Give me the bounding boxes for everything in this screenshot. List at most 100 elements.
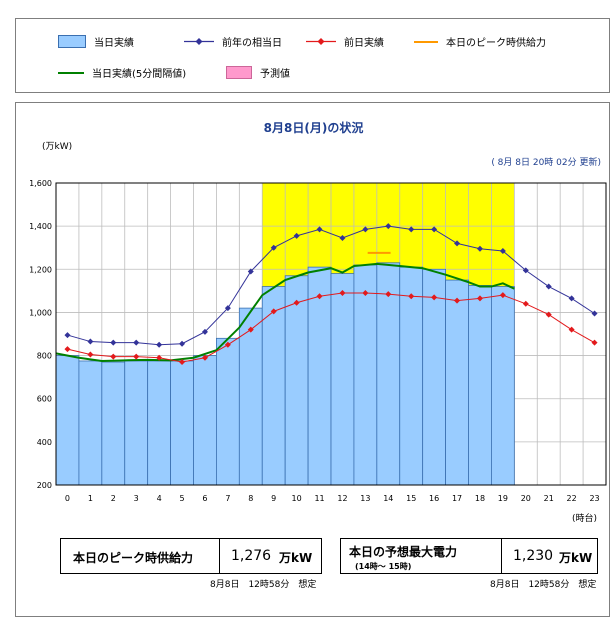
peak-info-note: 8月8日 12時58分 想定 [490, 580, 597, 590]
legend-actual: 当日実績 [58, 34, 134, 49]
x-tick-label: 8 [248, 494, 253, 503]
bar-actual [445, 279, 469, 486]
peak-info-box: 本日の予想最大電力 (14時～ 15時) 1,230 万kW [340, 538, 598, 574]
y-tick-label: 400 [37, 438, 52, 447]
supply-info-note: 8月8日 12時58分 想定 [210, 580, 317, 590]
x-tick-label: 1 [88, 494, 93, 503]
point-last-year [179, 340, 186, 347]
legend-supply: 本日のピーク時供給力 [414, 34, 546, 49]
x-axis-unit: (時台) [571, 514, 597, 524]
x-tick-label: 5 [179, 494, 184, 503]
legend-yesterday-swatch [306, 38, 336, 45]
point-last-year [499, 247, 506, 254]
peak-info-value: 1,230 [513, 548, 554, 564]
legend-supply-label: 本日のピーク時供給力 [446, 38, 546, 49]
x-tick-label: 17 [452, 494, 462, 503]
y-tick-label: 1,600 [29, 179, 52, 188]
bar-actual [330, 273, 355, 486]
x-tick-label: 10 [292, 494, 302, 503]
bar-actual [353, 264, 378, 486]
x-tick-label: 12 [337, 494, 347, 503]
bar-actual [78, 360, 103, 486]
x-tick-label: 16 [429, 494, 439, 503]
bar-actual [468, 285, 492, 486]
x-tick-label: 0 [65, 494, 70, 503]
point-last-year [316, 226, 323, 233]
legend-last-year-swatch [184, 38, 214, 45]
point-last-year [431, 226, 438, 233]
point-last-year [224, 305, 231, 312]
point-yesterday [87, 351, 94, 358]
supply-info-unit: 万kW [279, 551, 313, 565]
y-tick-label: 200 [37, 481, 52, 490]
legend-actual-swatch [58, 35, 86, 48]
x-tick-label: 11 [314, 494, 324, 503]
point-yesterday [224, 341, 231, 348]
x-tick-label: 6 [202, 494, 207, 503]
x-tick-label: 9 [271, 494, 276, 503]
x-tick-label: 20 [521, 494, 531, 503]
point-last-year [454, 240, 461, 247]
y-axis-unit: (万kW) [42, 142, 73, 152]
chart-title: 8月8日(月)の状況 [263, 121, 364, 135]
point-last-year [64, 332, 71, 339]
bar-actual [170, 360, 194, 486]
point-last-year [293, 232, 300, 239]
bar-actual [399, 266, 424, 486]
point-last-year [270, 244, 277, 251]
point-last-year [545, 283, 552, 290]
y-tick-label: 1,000 [29, 308, 52, 317]
x-tick-label: 4 [157, 494, 162, 503]
y-tick-label: 600 [37, 395, 52, 404]
x-tick-label: 14 [383, 494, 393, 503]
x-tick-label: 19 [498, 494, 508, 503]
legend-actual-label: 当日実績 [94, 38, 134, 49]
line-yesterday [67, 292, 595, 363]
x-tick-label: 15 [406, 494, 416, 503]
point-last-year [568, 295, 575, 302]
legend-yesterday-label: 前日実績 [344, 38, 384, 49]
y-tick-label: 1,400 [29, 222, 52, 231]
point-last-year [156, 341, 163, 348]
point-yesterday [156, 354, 163, 361]
bar-actual [193, 355, 217, 486]
peak-info-sub: (14時～ 15時) [355, 562, 412, 571]
legend-actual-5min: 当日実績(5分間隔値) [58, 65, 186, 80]
point-last-year [591, 310, 598, 317]
point-yesterday [201, 354, 208, 361]
peak-info-unit: 万kW [559, 551, 593, 565]
point-last-year [87, 338, 94, 345]
bar-actual [124, 360, 149, 486]
y-tick-label: 800 [37, 352, 52, 361]
point-last-year [385, 223, 392, 230]
bar-actual [422, 268, 446, 486]
point-yesterday [316, 293, 323, 300]
point-yesterday [476, 295, 483, 302]
bar-actual [491, 286, 515, 486]
x-tick-label: 23 [589, 494, 599, 503]
legend-forecast: 予測値 [226, 65, 290, 80]
point-yesterday [385, 291, 392, 298]
supply-info-box: 本日のピーク時供給力 1,276 万kW [60, 538, 322, 574]
plot-border [55, 182, 607, 486]
point-yesterday [270, 308, 277, 315]
point-yesterday [454, 297, 461, 304]
point-yesterday [247, 326, 254, 333]
line-last-year [67, 225, 595, 346]
legend-panel: 当日実績 前年の相当日 前日実績 本日のピーク時供給力 当日実績(5分間隔値) … [15, 18, 610, 93]
supply-info-value: 1,276 [231, 548, 272, 564]
point-last-year [110, 339, 117, 346]
point-last-year [522, 267, 529, 274]
point-yesterday [362, 290, 369, 297]
point-yesterday [179, 359, 186, 366]
bar-actual [147, 360, 171, 486]
bar-actual [284, 275, 309, 486]
legend-forecast-swatch [226, 66, 252, 79]
point-yesterday [499, 292, 506, 299]
point-yesterday [64, 346, 71, 353]
x-tick-label: 7 [225, 494, 230, 503]
y-tick-label: 1,200 [29, 265, 52, 274]
point-yesterday [431, 294, 438, 301]
point-yesterday [568, 326, 575, 333]
